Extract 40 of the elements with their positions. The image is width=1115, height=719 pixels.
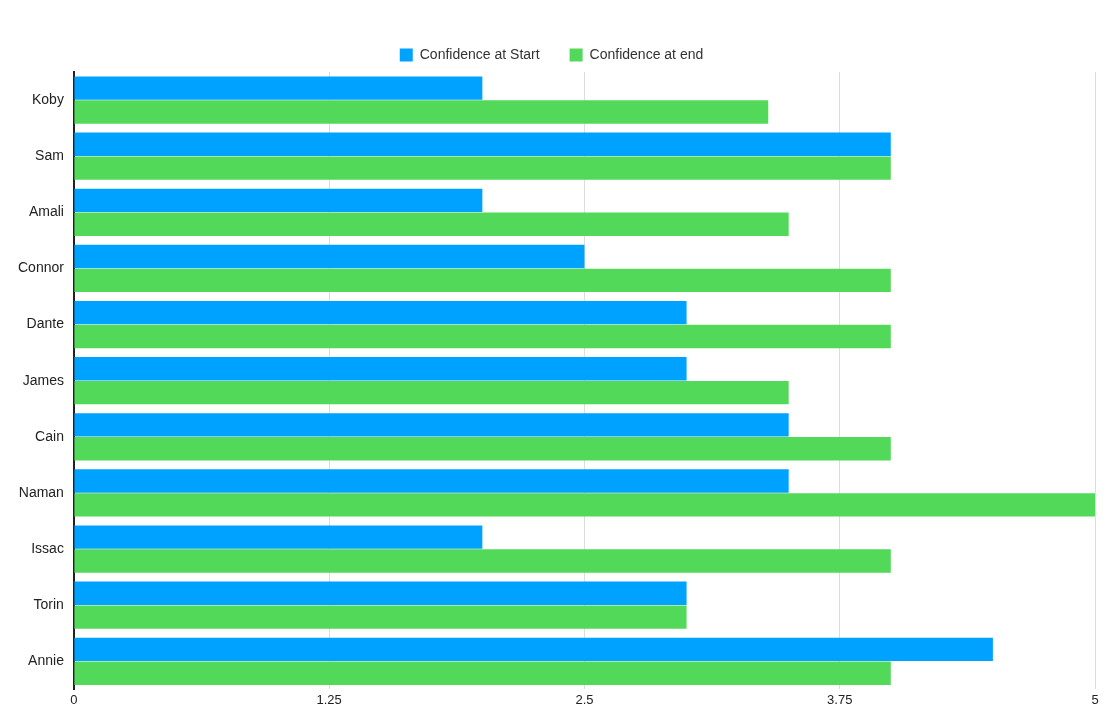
y-tick-label: Amali bbox=[28, 203, 64, 220]
bar bbox=[74, 380, 789, 405]
y-tick-label: James bbox=[22, 371, 64, 388]
bar bbox=[74, 212, 789, 236]
legend-label: Confidence at Start bbox=[419, 45, 540, 62]
bar bbox=[74, 637, 993, 662]
bar bbox=[74, 357, 687, 381]
bar bbox=[74, 76, 483, 100]
y-tick-label: Naman bbox=[18, 483, 64, 500]
bar bbox=[74, 100, 769, 124]
bar bbox=[74, 437, 891, 461]
bar bbox=[74, 661, 891, 685]
bar bbox=[74, 493, 1095, 517]
y-tick-label: Dante bbox=[26, 315, 65, 332]
bar bbox=[74, 413, 789, 437]
y-tick-label: Cain bbox=[35, 427, 64, 444]
y-tick-label: Torin bbox=[33, 596, 64, 613]
bar bbox=[74, 268, 891, 293]
bar bbox=[74, 549, 891, 573]
y-tick-label: Sam bbox=[35, 147, 64, 164]
x-tick-label: 5 bbox=[1091, 691, 1099, 707]
bar bbox=[74, 605, 687, 629]
bar bbox=[74, 156, 891, 180]
bar bbox=[74, 300, 687, 325]
x-tick-label: 0 bbox=[70, 691, 78, 707]
x-tick-label: 1.25 bbox=[316, 691, 342, 707]
bar bbox=[74, 469, 789, 493]
legend-label: Confidence at end bbox=[589, 45, 704, 62]
y-tick-label: Connor bbox=[18, 259, 65, 276]
bar bbox=[74, 244, 585, 269]
bar bbox=[74, 525, 483, 549]
y-tick-label: Issac bbox=[31, 539, 64, 556]
x-tick-label: 2.5 bbox=[575, 691, 594, 707]
bar bbox=[74, 324, 891, 349]
y-tick-label: Koby bbox=[32, 90, 64, 107]
bar bbox=[74, 188, 483, 213]
bar bbox=[74, 581, 687, 605]
x-tick-label: 3.75 bbox=[827, 691, 853, 707]
bar bbox=[74, 132, 891, 156]
y-tick-label: Annie bbox=[28, 652, 65, 669]
